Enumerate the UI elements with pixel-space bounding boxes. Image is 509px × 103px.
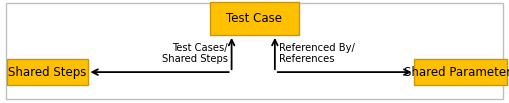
Text: Test Case: Test Case (227, 12, 282, 25)
Text: Shared Parameters: Shared Parameters (404, 66, 509, 79)
Text: Referenced By/
References: Referenced By/ References (279, 43, 355, 64)
FancyBboxPatch shape (7, 59, 88, 85)
Text: Shared Steps: Shared Steps (8, 66, 87, 79)
FancyBboxPatch shape (210, 2, 299, 35)
Text: Test Cases/
Shared Steps: Test Cases/ Shared Steps (161, 43, 228, 64)
FancyBboxPatch shape (414, 59, 507, 85)
FancyBboxPatch shape (6, 3, 503, 99)
